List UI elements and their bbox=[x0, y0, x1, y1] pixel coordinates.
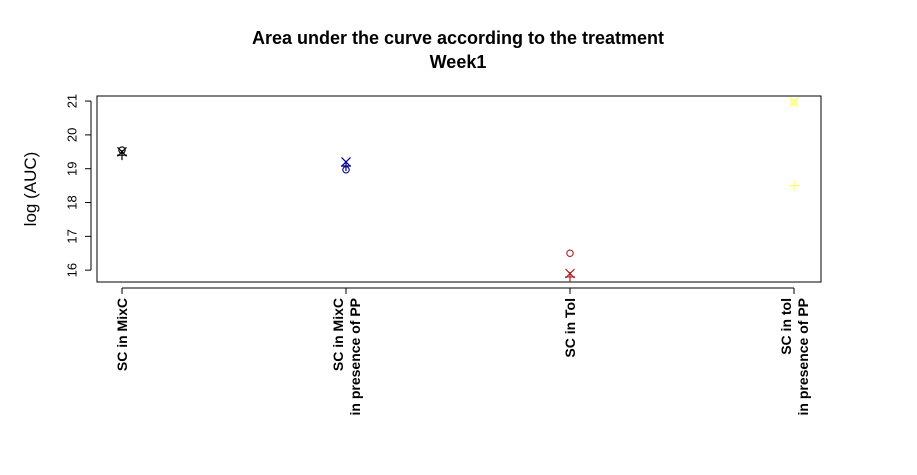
point-plus bbox=[789, 180, 799, 191]
y-tick-label: 20 bbox=[65, 128, 80, 142]
data-points bbox=[117, 97, 799, 282]
y-tick-label: 19 bbox=[65, 161, 80, 175]
y-tick-label: 16 bbox=[65, 263, 80, 277]
point-circle bbox=[790, 98, 798, 106]
chart-title: Area under the curve according to the tr… bbox=[252, 28, 664, 48]
point-x bbox=[789, 97, 799, 108]
x-category-label: SC in MixC bbox=[330, 298, 346, 371]
x-category-label: in presence of PP bbox=[347, 298, 363, 415]
y-tick-label: 17 bbox=[65, 229, 80, 243]
plot-frame bbox=[96, 95, 822, 283]
point-circle bbox=[566, 249, 574, 258]
y-tick-label: 18 bbox=[65, 195, 80, 209]
x-category-label: SC in Tol bbox=[562, 298, 578, 358]
x-category-label: SC in tol bbox=[778, 298, 794, 355]
point-plus bbox=[565, 271, 575, 282]
chart-subtitle: Week1 bbox=[430, 52, 487, 72]
x-category-label: SC in MixC bbox=[114, 298, 130, 371]
point-plus bbox=[117, 150, 127, 161]
x-category-label: in presence of PP bbox=[795, 298, 811, 415]
y-axis: 16 17 18 19 20 21 bbox=[65, 94, 92, 277]
y-tick-label: 21 bbox=[65, 94, 80, 108]
y-axis-title: log (AUC) bbox=[21, 152, 40, 227]
x-axis: SC in MixC SC in MixC in presence of PP SC … bbox=[114, 287, 811, 415]
point-x bbox=[341, 157, 351, 167]
